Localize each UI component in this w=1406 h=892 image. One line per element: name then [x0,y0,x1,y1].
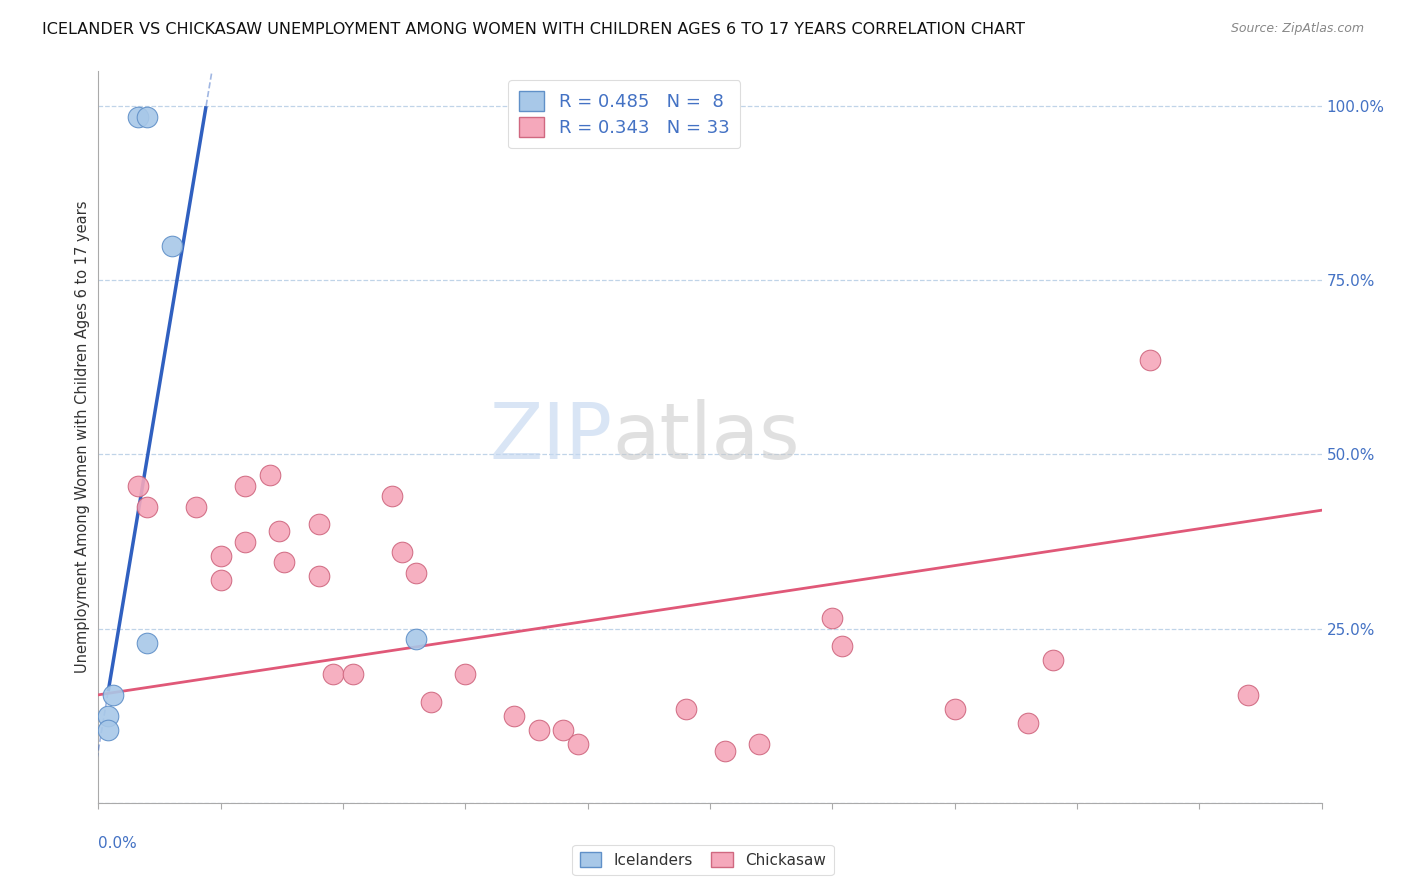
Text: atlas: atlas [612,399,800,475]
Point [1042,653,1064,667]
Point [97,723,120,737]
Point [405,566,427,580]
Point [1017,715,1039,730]
Point [454,667,477,681]
Point [381,489,404,503]
Point [1237,688,1260,702]
Point [269,524,291,538]
Point [405,632,427,646]
Legend: Icelanders, Chickasaw: Icelanders, Chickasaw [572,845,834,875]
Point [233,479,256,493]
Point [97,708,120,723]
Point [136,110,159,124]
Y-axis label: Unemployment Among Women with Children Ages 6 to 17 years: Unemployment Among Women with Children A… [75,201,90,673]
Point [233,534,256,549]
Text: ZIP: ZIP [489,399,612,475]
Legend: R = 0.485   N =  8, R = 0.343   N = 33: R = 0.485 N = 8, R = 0.343 N = 33 [509,80,741,148]
Point [308,569,330,583]
Point [209,573,232,587]
Point [748,737,770,751]
Point [136,635,159,649]
Point [675,702,697,716]
Point [567,737,589,751]
Point [308,517,330,532]
Point [209,549,232,563]
Point [943,702,966,716]
Point [160,238,183,252]
Point [821,611,844,625]
Point [127,479,149,493]
Point [1139,353,1161,368]
Text: Source: ZipAtlas.com: Source: ZipAtlas.com [1230,22,1364,36]
Text: ICELANDER VS CHICKASAW UNEMPLOYMENT AMONG WOMEN WITH CHILDREN AGES 6 TO 17 YEARS: ICELANDER VS CHICKASAW UNEMPLOYMENT AMON… [42,22,1025,37]
Point [391,545,413,559]
Point [831,639,853,653]
Point [322,667,344,681]
Point [273,556,295,570]
Point [527,723,550,737]
Point [101,688,124,702]
Point [127,110,149,124]
Point [186,500,208,514]
Point [136,500,159,514]
Point [259,468,281,483]
Point [713,743,735,757]
Point [503,708,526,723]
Point [342,667,364,681]
Point [420,695,443,709]
Point [553,723,575,737]
Text: 0.0%: 0.0% [98,836,138,851]
